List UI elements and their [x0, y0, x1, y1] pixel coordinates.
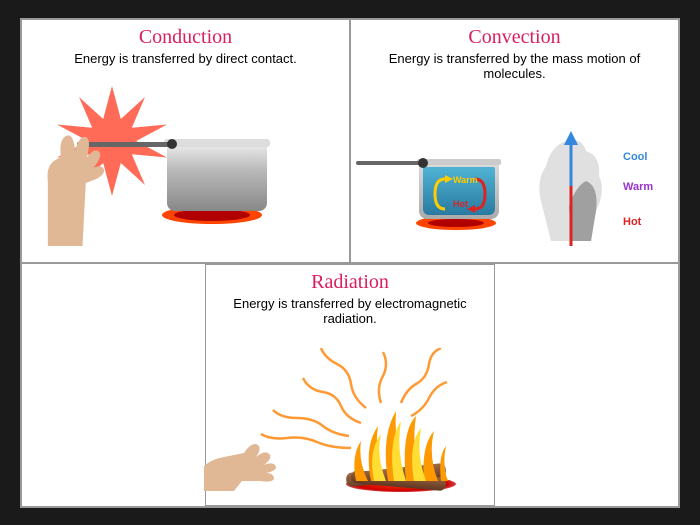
warm-label: Warm — [623, 181, 653, 193]
pot-icon — [167, 141, 267, 211]
convection-title: Convection — [361, 26, 668, 49]
radiation-panel: Radiation Energy is transferred by elect… — [205, 264, 495, 506]
hot-label: Hot — [623, 216, 641, 228]
warm-in-label: Warm — [453, 175, 478, 185]
pot-rim-2 — [417, 159, 501, 165]
cool-label: Cool — [623, 151, 647, 163]
convection-desc: Energy is transferred by the mass motion… — [361, 51, 668, 81]
up-arrow-icon — [564, 131, 578, 246]
conduction-panel: Conduction Energy is transferred by dire… — [21, 19, 350, 263]
radiation-desc: Energy is transferred by electromagnetic… — [216, 296, 484, 326]
convection-panel: Convection Energy is transferred by the … — [350, 19, 679, 263]
convection-illustration: Warm Hot Cool Warm Hot — [361, 81, 668, 251]
pot-handle-icon-2 — [356, 161, 420, 165]
radiation-panel-outer: Radiation Energy is transferred by elect… — [21, 263, 679, 507]
radiation-illustration — [216, 326, 484, 491]
conduction-desc: Energy is transferred by direct contact. — [32, 51, 339, 66]
diagram-frame: Conduction Energy is transferred by dire… — [20, 18, 680, 508]
radiation-title: Radiation — [216, 271, 484, 294]
hot-in-label: Hot — [453, 199, 468, 209]
conduction-title: Conduction — [32, 26, 339, 49]
conduction-illustration — [32, 66, 339, 236]
pot-rim — [164, 139, 270, 147]
hand-icon — [22, 116, 117, 246]
hand-icon-2 — [204, 431, 284, 491]
